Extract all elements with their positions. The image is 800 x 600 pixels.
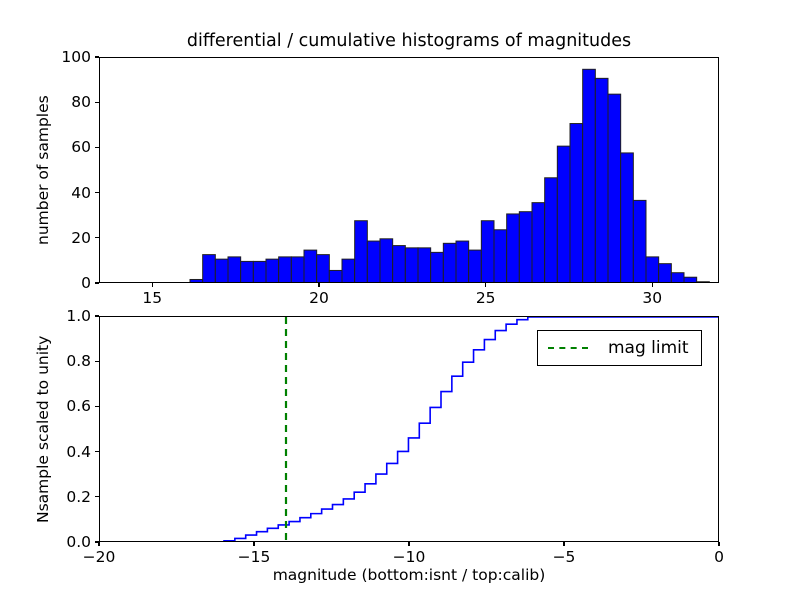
bottom-panel-xtick-label: −15 xyxy=(237,548,271,566)
histogram-bar xyxy=(683,276,698,282)
histogram-bar xyxy=(442,242,457,282)
bottom-panel-ytick-label: 0.8 xyxy=(66,352,91,371)
histogram-bar xyxy=(328,269,343,282)
bottom-panel-ytick-label: 0.4 xyxy=(66,442,91,461)
histogram-bar xyxy=(392,245,406,282)
cumulative-svg xyxy=(223,317,718,541)
histogram-bar xyxy=(632,199,647,282)
histogram-bar xyxy=(658,263,672,282)
top-panel-xtick xyxy=(151,283,153,287)
bottom-panel-xtick xyxy=(98,542,100,546)
bottom-panel-ytick xyxy=(95,315,99,317)
top-panel-ytick-label: 20 xyxy=(71,228,91,247)
histogram-bar xyxy=(556,145,571,282)
mag-limit-legend-label: mag limit xyxy=(608,338,689,358)
top-panel-ytick xyxy=(95,101,99,103)
bottom-panel-xtick-label: 0 xyxy=(714,548,724,566)
bottom-panel-xtick xyxy=(563,542,565,546)
legend: mag limit xyxy=(537,330,702,366)
histogram-bar xyxy=(569,123,584,282)
top-panel-xtick xyxy=(485,283,487,287)
top-panel-ytick-label: 60 xyxy=(71,138,91,157)
histogram-bar xyxy=(366,240,381,282)
top-panel-ytick xyxy=(95,237,99,239)
histogram-bar xyxy=(480,220,495,282)
histogram-bar xyxy=(303,249,318,282)
top-panel-ytick-label: 0 xyxy=(81,274,91,292)
top-panel-ytick xyxy=(95,56,99,58)
histogram-bar xyxy=(620,152,634,282)
top-panel-ytick-label: 100 xyxy=(61,48,91,66)
histogram-bar xyxy=(594,77,609,282)
histogram-bar xyxy=(290,256,305,282)
histogram-bar xyxy=(645,256,660,282)
top-panel-xtick xyxy=(318,283,320,287)
histogram-bar xyxy=(354,220,368,282)
mag-limit-legend-swatch xyxy=(548,347,588,349)
top-panel-plot-area xyxy=(100,58,718,282)
top-panel-ytick-label: 40 xyxy=(71,183,91,202)
histogram-bar xyxy=(265,258,280,282)
bottom-panel-xtick-label: −5 xyxy=(552,548,576,566)
histogram-bar xyxy=(493,229,508,282)
bottom-panel-ytick-label: 0.6 xyxy=(66,397,91,416)
top-panel-ytick xyxy=(95,146,99,148)
histogram-bar xyxy=(468,249,482,282)
top-panel-xtick xyxy=(651,283,653,287)
chart-title: differential / cumulative histograms of … xyxy=(186,31,632,51)
cumulative-curve xyxy=(223,317,718,541)
bottom-panel-ytick xyxy=(95,360,99,362)
bottom-panel-xtick xyxy=(718,542,720,546)
bottom-panel-plot-area xyxy=(100,317,718,541)
bottom-panel-xtick-label: −20 xyxy=(82,548,116,566)
histogram-bar xyxy=(278,256,292,282)
histogram-bar xyxy=(404,247,419,282)
top-panel-ytick xyxy=(95,192,99,194)
top-panel-ytick xyxy=(95,282,99,284)
histogram-bar xyxy=(506,213,520,282)
bottom-panel-ytick xyxy=(95,541,99,543)
histogram-bar xyxy=(252,260,267,282)
histogram-bar xyxy=(341,258,356,282)
bottom-panel-ytick xyxy=(95,496,99,498)
histogram-bar xyxy=(455,240,470,282)
histogram-bar xyxy=(240,260,254,282)
top-panel-xtick-label: 20 xyxy=(309,289,329,307)
histogram-bar xyxy=(670,272,685,282)
histogram-svg xyxy=(189,68,710,282)
bottom-panel-xtick xyxy=(253,542,255,546)
top-panel-xtick-label: 25 xyxy=(475,289,496,307)
histogram-bar xyxy=(227,256,242,282)
top-panel-xtick-label: 15 xyxy=(142,289,163,307)
histogram-bar xyxy=(531,202,546,282)
bottom-panel-ytick-label: 1.0 xyxy=(66,307,91,325)
histogram-bar xyxy=(518,211,533,282)
histogram-bar xyxy=(544,177,558,282)
top-panel-ytick-label: 80 xyxy=(71,93,91,112)
bottom-panel-ytick xyxy=(95,451,99,453)
bottom-panel-xtick-label: −10 xyxy=(392,548,426,566)
top-panel-xtick-label: 30 xyxy=(642,289,663,307)
histogram-bar xyxy=(607,93,622,282)
histogram-bar xyxy=(202,254,216,282)
bottom-panel-xtick xyxy=(408,542,410,546)
histogram-bar xyxy=(316,254,330,282)
histogram-bar xyxy=(430,251,444,282)
top-panel-ylabel: number of samples xyxy=(34,95,52,245)
histogram-bar xyxy=(214,258,229,282)
bottom-panel-ytick xyxy=(95,405,99,407)
bottom-panel-ytick-label: 0.2 xyxy=(66,487,91,506)
histogram-bar xyxy=(189,278,204,282)
bottom-panel-xlabel: magnitude (bottom:isnt / top:calib) xyxy=(272,566,546,584)
histogram-bar xyxy=(417,247,432,282)
top-panel-axes xyxy=(99,57,719,283)
histogram-bar xyxy=(582,68,596,282)
bottom-panel-ytick-label: 0.0 xyxy=(66,533,91,551)
histogram-bar xyxy=(379,238,394,282)
